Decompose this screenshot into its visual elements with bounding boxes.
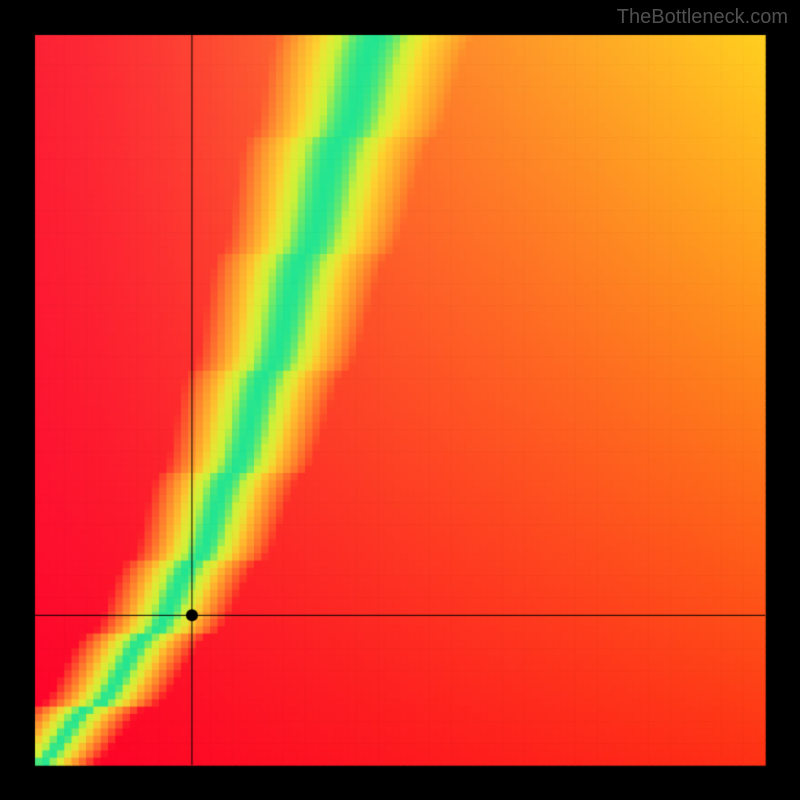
chart-container: TheBottleneck.com: [0, 0, 800, 800]
watermark-text: TheBottleneck.com: [617, 6, 788, 29]
heatmap-canvas: [0, 0, 800, 800]
